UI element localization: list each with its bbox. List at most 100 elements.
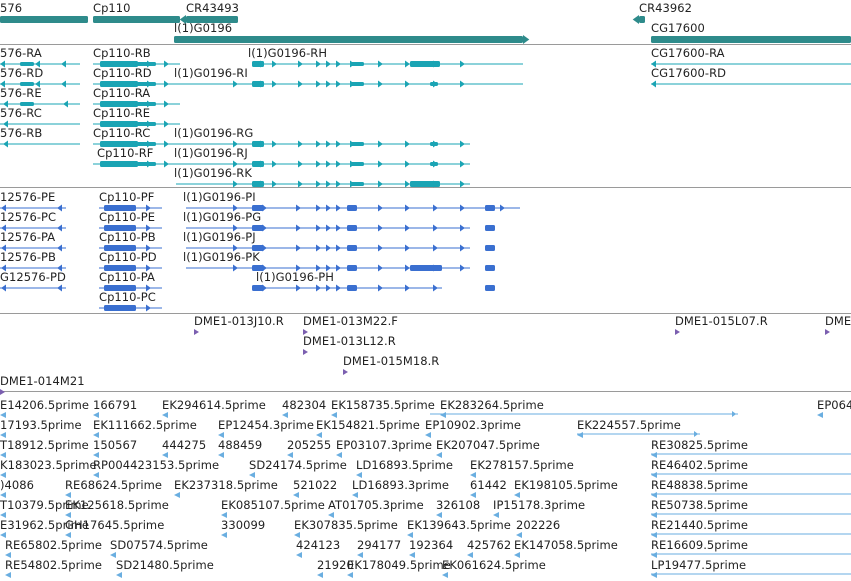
- protein-label[interactable]: Cp110-PB: [99, 230, 156, 244]
- protein-label[interactable]: 12576-PA: [0, 230, 56, 244]
- est-label[interactable]: EK061624.5prime: [442, 558, 546, 572]
- protein-label[interactable]: l(1)G0196-PH: [256, 270, 334, 284]
- est-label[interactable]: RE46402.5prime: [651, 458, 749, 472]
- est-label[interactable]: 150567: [93, 438, 138, 452]
- est-label[interactable]: EK224557.5prime: [577, 418, 681, 432]
- transcript-label[interactable]: l(1)G0196-RH: [248, 46, 328, 60]
- est-label[interactable]: EP064: [817, 398, 851, 412]
- protein-label[interactable]: 12576-PC: [0, 210, 57, 224]
- est-label[interactable]: RE48838.5prime: [651, 478, 749, 492]
- est-label[interactable]: AT01705.3prime: [328, 498, 424, 512]
- protein-label[interactable]: 12576-PE: [0, 190, 56, 204]
- transcript-label[interactable]: Cp110-RB: [93, 46, 151, 60]
- protein-label[interactable]: l(1)G0196-PK: [183, 250, 260, 264]
- transcript-label[interactable]: Cp110-RC: [93, 126, 151, 140]
- est-label[interactable]: LD16893.3prime: [352, 478, 450, 492]
- transcript-label[interactable]: Cp110-RD: [93, 66, 152, 80]
- gene-label[interactable]: Cp110: [93, 1, 131, 15]
- est-label[interactable]: 488459: [218, 438, 263, 452]
- est-label[interactable]: 330099: [221, 518, 266, 532]
- est-label[interactable]: RE65802.5prime: [5, 538, 103, 552]
- transcript-label[interactable]: Cp110-RE: [93, 106, 151, 120]
- protein-label[interactable]: G12576-PD: [0, 270, 66, 284]
- clone-label[interactable]: DME1-013L12.R: [303, 334, 396, 348]
- protein-label[interactable]: 12576-PB: [0, 250, 56, 264]
- est-label[interactable]: RP004423153.5prime: [93, 458, 220, 472]
- protein-label[interactable]: Cp110-PA: [99, 270, 155, 284]
- transcript-label[interactable]: CG17600-RD: [651, 66, 727, 80]
- transcript-label[interactable]: CG17600-RA: [651, 46, 725, 60]
- transcript-label[interactable]: l(1)G0196-RK: [174, 166, 252, 180]
- est-label[interactable]: GH17645.5prime: [65, 518, 165, 532]
- est-label[interactable]: 17193.5prime: [0, 418, 82, 432]
- est-label[interactable]: EK307835.5prime: [294, 518, 398, 532]
- est-label[interactable]: 521022: [293, 478, 338, 492]
- gene-label[interactable]: CG17600: [651, 21, 705, 35]
- est-label[interactable]: E14206.5prime: [0, 398, 89, 412]
- est-label[interactable]: RE16609.5prime: [651, 538, 749, 552]
- clone-label[interactable]: DME1-014M21: [0, 374, 85, 388]
- est-label[interactable]: EK125618.5prime: [65, 498, 169, 512]
- est-label[interactable]: EK237318.5prime: [174, 478, 278, 492]
- est-label[interactable]: EK158735.5prime: [331, 398, 435, 412]
- clone-label[interactable]: DME1-013J10.R: [194, 314, 284, 328]
- est-label[interactable]: E31962.5prime: [0, 518, 89, 532]
- protein-label[interactable]: Cp110-PF: [99, 190, 155, 204]
- est-label[interactable]: EK154821.5prime: [316, 418, 420, 432]
- est-label[interactable]: 166791: [93, 398, 138, 412]
- est-label[interactable]: EK085107.5prime: [221, 498, 325, 512]
- transcript-label[interactable]: l(1)G0196-RG: [174, 126, 254, 140]
- transcript-label[interactable]: Cp110-RA: [93, 86, 151, 100]
- est-label[interactable]: EP12454.3prime: [218, 418, 314, 432]
- clone-label[interactable]: DME1-015L07.R: [675, 314, 768, 328]
- est-label[interactable]: SD24174.5prime: [249, 458, 347, 472]
- est-label[interactable]: 205255: [287, 438, 332, 452]
- est-label[interactable]: RE54802.5prime: [5, 558, 103, 572]
- est-label[interactable]: 21920: [317, 558, 354, 572]
- transcript-label[interactable]: 576-RC: [0, 106, 42, 120]
- transcript-label[interactable]: 576-RD: [0, 66, 44, 80]
- clone-label[interactable]: DME1-015M18.R: [343, 354, 440, 368]
- est-label[interactable]: EK198105.5prime: [514, 478, 618, 492]
- gene-label[interactable]: l(1)G0196: [174, 21, 233, 35]
- est-label[interactable]: 202226: [516, 518, 561, 532]
- transcript-label[interactable]: Cp110-RF: [97, 146, 154, 160]
- est-label[interactable]: IP15178.3prime: [493, 498, 586, 512]
- est-label[interactable]: RE30825.5prime: [651, 438, 749, 452]
- protein-label[interactable]: l(1)G0196-PG: [183, 210, 262, 224]
- protein-label[interactable]: Cp110-PE: [99, 210, 156, 224]
- est-label[interactable]: EK178049.5prime: [347, 558, 451, 572]
- est-label[interactable]: 425762: [467, 538, 512, 552]
- est-label[interactable]: EK207047.5prime: [436, 438, 540, 452]
- est-label[interactable]: EP10902.3prime: [425, 418, 521, 432]
- protein-label[interactable]: l(1)G0196-PJ: [183, 230, 256, 244]
- est-label[interactable]: LD16893.5prime: [356, 458, 454, 472]
- transcript-label[interactable]: 576-RB: [0, 126, 43, 140]
- est-label[interactable]: 192364: [409, 538, 454, 552]
- transcript-label[interactable]: l(1)G0196-RJ: [174, 146, 248, 160]
- gene-label[interactable]: CR43962: [639, 1, 692, 15]
- est-label[interactable]: EK283264.5prime: [440, 398, 544, 412]
- est-label[interactable]: SD21480.5prime: [116, 558, 214, 572]
- transcript-label[interactable]: 576-RE: [0, 86, 42, 100]
- est-label[interactable]: 444275: [162, 438, 207, 452]
- transcript-label[interactable]: 576-RA: [0, 46, 42, 60]
- est-label[interactable]: EK278157.5prime: [470, 458, 574, 472]
- est-label[interactable]: SD07574.5prime: [110, 538, 208, 552]
- est-label[interactable]: RE21440.5prime: [651, 518, 749, 532]
- transcript-label[interactable]: l(1)G0196-RI: [174, 66, 248, 80]
- est-label[interactable]: EK147058.5prime: [514, 538, 618, 552]
- protein-label[interactable]: Cp110-PD: [99, 250, 157, 264]
- protein-label[interactable]: l(1)G0196-PI: [183, 190, 256, 204]
- protein-label[interactable]: Cp110-PC: [99, 290, 156, 304]
- est-label[interactable]: T10379.5prime: [0, 498, 89, 512]
- est-label[interactable]: RE68624.5prime: [65, 478, 163, 492]
- est-label[interactable]: 294177: [357, 538, 402, 552]
- clone-label[interactable]: DME: [825, 314, 851, 328]
- est-label[interactable]: K183023.5prime: [0, 458, 97, 472]
- gene-label[interactable]: 576: [0, 1, 23, 15]
- est-label[interactable]: 326108: [436, 498, 481, 512]
- est-label[interactable]: EP03107.3prime: [336, 438, 432, 452]
- est-label[interactable]: EK294614.5prime: [162, 398, 266, 412]
